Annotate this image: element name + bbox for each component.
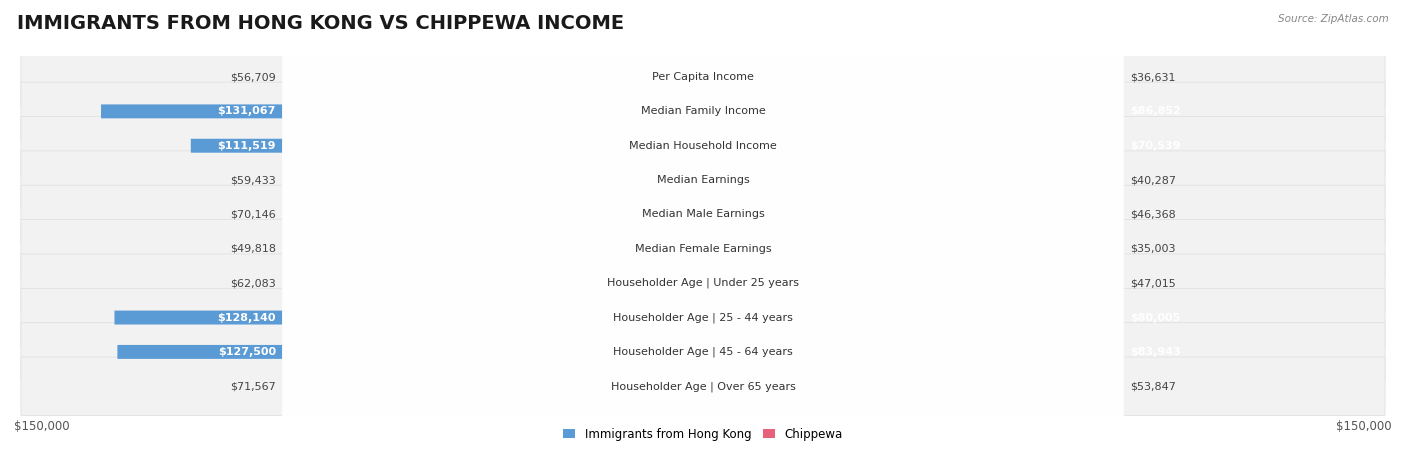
- FancyBboxPatch shape: [703, 207, 915, 221]
- FancyBboxPatch shape: [21, 185, 1385, 244]
- Text: $46,368: $46,368: [1130, 210, 1175, 219]
- Text: $70,146: $70,146: [231, 210, 276, 219]
- FancyBboxPatch shape: [283, 0, 1123, 467]
- FancyBboxPatch shape: [191, 139, 703, 153]
- Text: $80,005: $80,005: [1130, 312, 1181, 323]
- FancyBboxPatch shape: [703, 70, 872, 84]
- Text: $56,709: $56,709: [231, 72, 276, 82]
- FancyBboxPatch shape: [430, 173, 703, 187]
- FancyBboxPatch shape: [283, 0, 1123, 467]
- Text: $150,000: $150,000: [14, 420, 70, 432]
- FancyBboxPatch shape: [418, 276, 703, 290]
- FancyBboxPatch shape: [21, 254, 1385, 312]
- FancyBboxPatch shape: [703, 173, 889, 187]
- FancyBboxPatch shape: [703, 345, 1088, 359]
- Text: $111,519: $111,519: [218, 141, 276, 151]
- Text: Per Capita Income: Per Capita Income: [652, 72, 754, 82]
- Text: $131,067: $131,067: [218, 106, 276, 116]
- Text: $35,003: $35,003: [1130, 244, 1175, 254]
- Text: Householder Age | Over 65 years: Householder Age | Over 65 years: [610, 381, 796, 391]
- Legend: Immigrants from Hong Kong, Chippewa: Immigrants from Hong Kong, Chippewa: [558, 423, 848, 446]
- Text: $62,083: $62,083: [231, 278, 276, 288]
- FancyBboxPatch shape: [117, 345, 703, 359]
- Text: $150,000: $150,000: [1336, 420, 1392, 432]
- FancyBboxPatch shape: [283, 0, 1123, 467]
- Text: $127,500: $127,500: [218, 347, 276, 357]
- Text: Source: ZipAtlas.com: Source: ZipAtlas.com: [1278, 14, 1389, 24]
- FancyBboxPatch shape: [21, 82, 1385, 141]
- Text: $86,852: $86,852: [1130, 106, 1181, 116]
- FancyBboxPatch shape: [21, 151, 1385, 209]
- FancyBboxPatch shape: [381, 207, 703, 221]
- Text: $71,567: $71,567: [231, 381, 276, 391]
- Text: Median Male Earnings: Median Male Earnings: [641, 210, 765, 219]
- Text: $40,287: $40,287: [1130, 175, 1177, 185]
- FancyBboxPatch shape: [283, 0, 1123, 467]
- FancyBboxPatch shape: [703, 311, 1070, 325]
- FancyBboxPatch shape: [283, 0, 1123, 467]
- FancyBboxPatch shape: [21, 323, 1385, 381]
- FancyBboxPatch shape: [374, 379, 703, 393]
- Text: $36,631: $36,631: [1130, 72, 1175, 82]
- FancyBboxPatch shape: [703, 242, 863, 256]
- Text: $47,015: $47,015: [1130, 278, 1175, 288]
- FancyBboxPatch shape: [443, 70, 703, 84]
- FancyBboxPatch shape: [283, 0, 1123, 467]
- Text: $53,847: $53,847: [1130, 381, 1175, 391]
- FancyBboxPatch shape: [21, 357, 1385, 416]
- Text: $70,539: $70,539: [1130, 141, 1181, 151]
- FancyBboxPatch shape: [21, 48, 1385, 106]
- FancyBboxPatch shape: [703, 379, 950, 393]
- Text: $59,433: $59,433: [231, 175, 276, 185]
- Text: Median Female Earnings: Median Female Earnings: [634, 244, 772, 254]
- FancyBboxPatch shape: [283, 0, 1123, 467]
- Text: Householder Age | Under 25 years: Householder Age | Under 25 years: [607, 278, 799, 289]
- FancyBboxPatch shape: [703, 276, 920, 290]
- Text: Median Earnings: Median Earnings: [657, 175, 749, 185]
- FancyBboxPatch shape: [283, 0, 1123, 467]
- FancyBboxPatch shape: [703, 105, 1102, 118]
- FancyBboxPatch shape: [283, 0, 1123, 467]
- FancyBboxPatch shape: [474, 242, 703, 256]
- FancyBboxPatch shape: [21, 219, 1385, 278]
- Text: Householder Age | 25 - 44 years: Householder Age | 25 - 44 years: [613, 312, 793, 323]
- FancyBboxPatch shape: [21, 117, 1385, 175]
- FancyBboxPatch shape: [283, 0, 1123, 467]
- Text: Median Family Income: Median Family Income: [641, 106, 765, 116]
- FancyBboxPatch shape: [114, 311, 703, 325]
- Text: IMMIGRANTS FROM HONG KONG VS CHIPPEWA INCOME: IMMIGRANTS FROM HONG KONG VS CHIPPEWA IN…: [17, 14, 624, 33]
- Text: Median Household Income: Median Household Income: [628, 141, 778, 151]
- FancyBboxPatch shape: [21, 288, 1385, 347]
- Text: $49,818: $49,818: [229, 244, 276, 254]
- FancyBboxPatch shape: [101, 105, 703, 118]
- FancyBboxPatch shape: [703, 139, 1026, 153]
- Text: Householder Age | 45 - 64 years: Householder Age | 45 - 64 years: [613, 347, 793, 357]
- Text: $128,140: $128,140: [218, 312, 276, 323]
- Text: $83,943: $83,943: [1130, 347, 1181, 357]
